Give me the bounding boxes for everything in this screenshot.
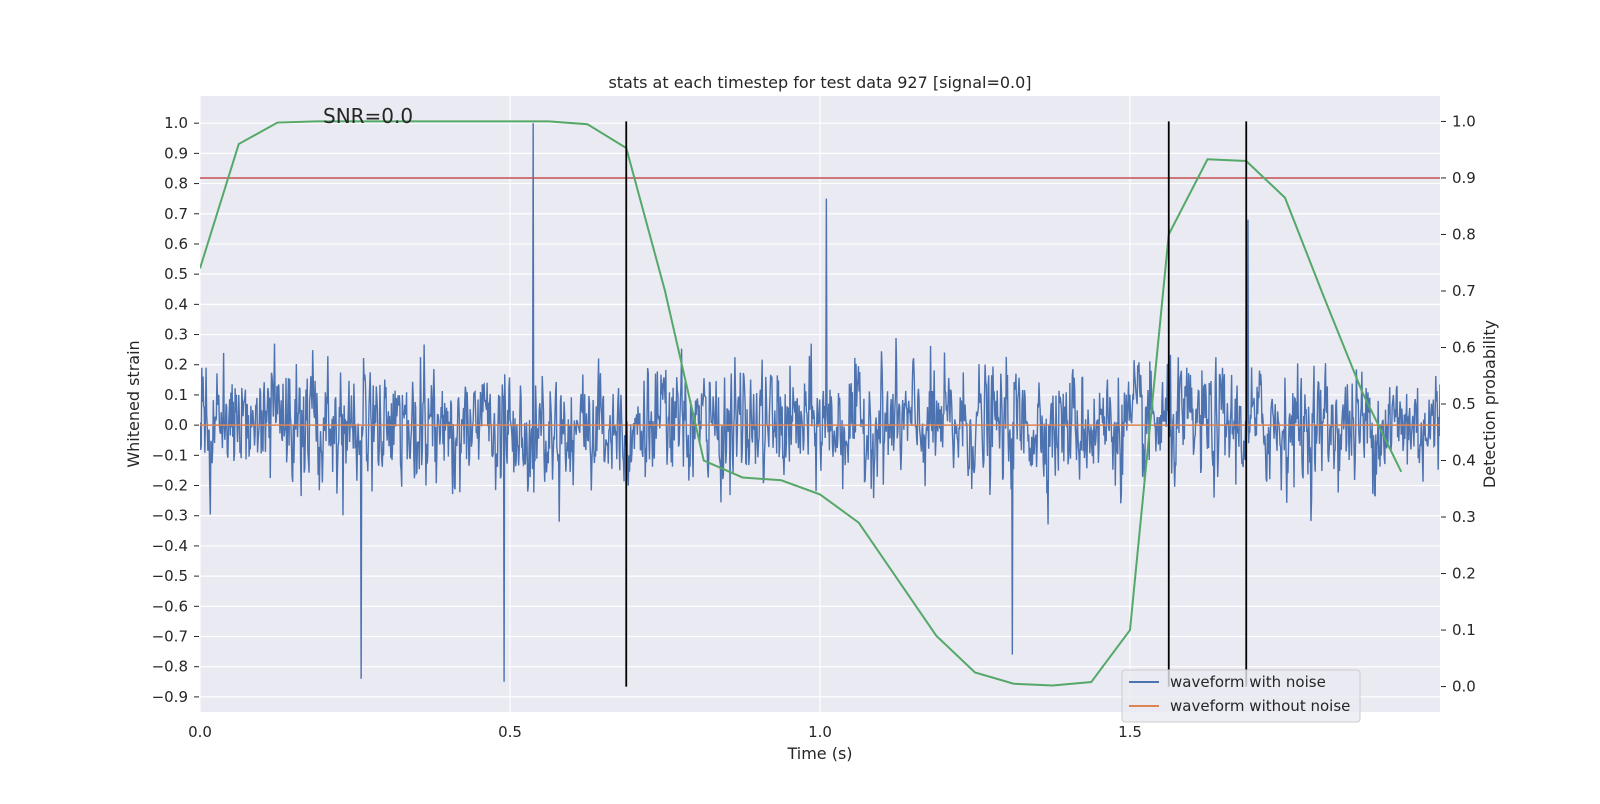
chart-title: stats at each timestep for test data 927… — [608, 73, 1031, 92]
snr-annotation: SNR=0.0 — [323, 104, 413, 128]
y-right-tick-label: 1.0 — [1452, 112, 1476, 130]
y-right-tick-label: 0.7 — [1452, 282, 1476, 300]
x-axis-label: Time (s) — [786, 744, 852, 763]
y-tick-label: −0.2 — [152, 477, 188, 495]
y-right-tick-label: 0.3 — [1452, 508, 1476, 526]
legend-label-noise: waveform with noise — [1170, 673, 1326, 691]
y-tick-label: −0.1 — [152, 446, 188, 464]
y-tick-label: 0.0 — [164, 416, 188, 434]
y-tick-label: 0.8 — [164, 175, 188, 193]
legend: waveform with noise waveform without noi… — [1121, 669, 1361, 723]
y-tick-label: −0.7 — [152, 628, 188, 646]
y-right-tick-label: 0.5 — [1452, 395, 1476, 413]
series-waveform-with-noise — [200, 123, 1440, 682]
legend-label-clean: waveform without noise — [1170, 697, 1350, 715]
x-tick-label: 1.0 — [808, 723, 832, 741]
x-tick-label: 0.0 — [188, 723, 212, 741]
y-tick-label: −0.9 — [152, 688, 188, 706]
y-right-tick-label: 0.9 — [1452, 169, 1476, 187]
series-detection-probability — [200, 120, 1403, 687]
y-tick-label: 0.3 — [164, 326, 188, 344]
y-tick-label: −0.4 — [152, 537, 188, 555]
legend-box — [1121, 669, 1361, 723]
y-tick-label: 0.7 — [164, 205, 188, 223]
y-right-tick-label: 0.0 — [1452, 678, 1476, 696]
y-tick-label: 0.2 — [164, 356, 188, 374]
y-right-tick-label: 0.1 — [1452, 621, 1476, 639]
y-tick-label: −0.6 — [152, 597, 188, 615]
y-tick-label: −0.8 — [152, 658, 188, 676]
axis-layer: 0.0 0.5 1.0 1.5 1.0 0.9 0.8 0.7 0.6 0.5 0.4 0.3 0.2 0… — [152, 112, 1476, 741]
y-right-tick-label: 0.2 — [1452, 565, 1476, 583]
y-tick-label: 0.4 — [164, 295, 188, 313]
y-right-axis-label: Detection probability — [1480, 320, 1499, 488]
y-tick-label: −0.3 — [152, 507, 188, 525]
y-tick-label: 0.1 — [164, 386, 188, 404]
y-tick-label: 0.9 — [164, 144, 188, 162]
x-tick-label: 1.5 — [1118, 723, 1142, 741]
x-tick-label: 0.5 — [498, 723, 522, 741]
y-right-tick-label: 0.8 — [1452, 225, 1476, 243]
y-tick-label: 0.5 — [164, 265, 188, 283]
y-axis-label: Whitened strain — [124, 340, 143, 467]
y-right-tick-label: 0.6 — [1452, 338, 1476, 356]
series-layer — [200, 120, 1440, 687]
y-tick-label: 0.6 — [164, 235, 188, 253]
y-tick-label: 1.0 — [164, 114, 188, 132]
y-right-tick-label: 0.4 — [1452, 452, 1476, 470]
y-tick-label: −0.5 — [152, 567, 188, 585]
